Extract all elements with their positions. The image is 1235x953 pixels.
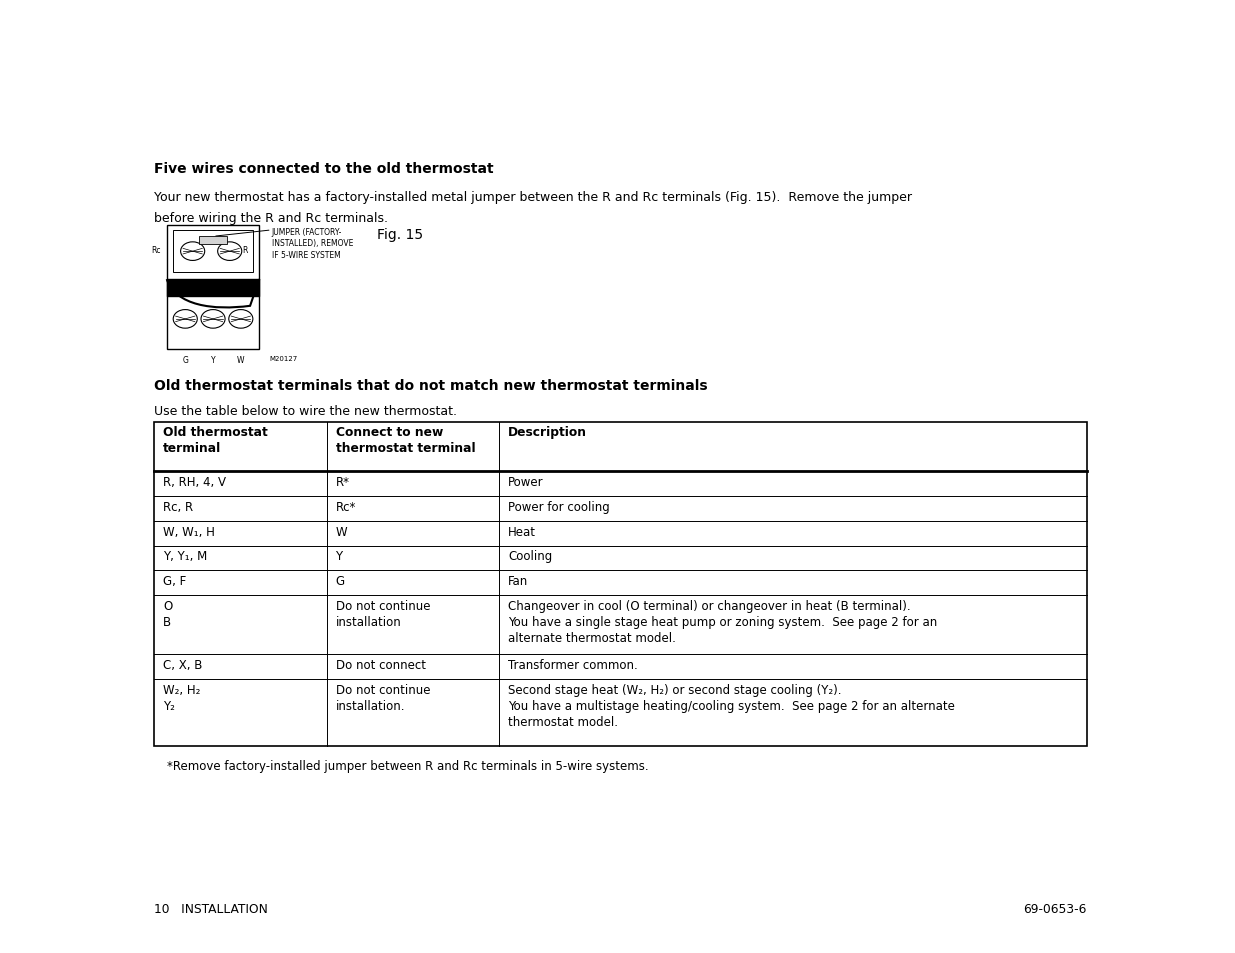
Text: Do not connect: Do not connect xyxy=(336,659,426,672)
Bar xyxy=(167,226,259,350)
Bar xyxy=(173,231,253,274)
Text: G, F: G, F xyxy=(163,575,186,588)
Text: Power for cooling: Power for cooling xyxy=(508,500,610,514)
Text: R: R xyxy=(242,246,248,254)
Text: Y, Y₁, M: Y, Y₁, M xyxy=(163,550,207,563)
Circle shape xyxy=(217,243,242,261)
Text: Fig. 15: Fig. 15 xyxy=(377,228,422,242)
Text: Transformer common.: Transformer common. xyxy=(508,659,637,672)
Text: O
B: O B xyxy=(163,599,172,628)
Text: Heat: Heat xyxy=(508,525,536,538)
Text: M20127: M20127 xyxy=(269,355,298,361)
Text: Old thermostat
terminal: Old thermostat terminal xyxy=(163,426,268,455)
Text: G: G xyxy=(336,575,345,588)
Bar xyxy=(199,237,227,245)
Text: Second stage heat (W₂, H₂) or second stage cooling (Y₂).
You have a multistage h: Second stage heat (W₂, H₂) or second sta… xyxy=(508,683,955,728)
Text: Five wires connected to the old thermostat: Five wires connected to the old thermost… xyxy=(154,162,494,176)
Text: Use the table below to wire the new thermostat.: Use the table below to wire the new ther… xyxy=(154,405,457,418)
Text: 10   INSTALLATION: 10 INSTALLATION xyxy=(154,902,268,916)
Text: Rc, R: Rc, R xyxy=(163,500,193,514)
Text: Rc*: Rc* xyxy=(336,500,356,514)
Circle shape xyxy=(228,311,253,329)
Text: Cooling: Cooling xyxy=(508,550,552,563)
Circle shape xyxy=(173,311,198,329)
Text: W₂, H₂
Y₂: W₂, H₂ Y₂ xyxy=(163,683,200,712)
Text: Rc: Rc xyxy=(151,246,161,254)
Circle shape xyxy=(180,243,205,261)
Text: 69-0653-6: 69-0653-6 xyxy=(1024,902,1087,916)
Text: Power: Power xyxy=(508,476,543,489)
Text: Old thermostat terminals that do not match new thermostat terminals: Old thermostat terminals that do not mat… xyxy=(154,378,708,393)
Text: Y: Y xyxy=(211,355,215,364)
Text: Changeover in cool (O terminal) or changeover in heat (B terminal).
You have a s: Changeover in cool (O terminal) or chang… xyxy=(508,599,937,644)
Text: Do not continue
installation: Do not continue installation xyxy=(336,599,430,628)
Text: W, W₁, H: W, W₁, H xyxy=(163,525,215,538)
Text: Do not continue
installation.: Do not continue installation. xyxy=(336,683,430,712)
Text: R*: R* xyxy=(336,476,350,489)
Text: Y: Y xyxy=(336,550,342,563)
Circle shape xyxy=(201,311,225,329)
Text: *Remove factory-installed jumper between R and Rc terminals in 5-wire systems.: *Remove factory-installed jumper between… xyxy=(167,760,648,773)
Text: before wiring the R and Rc terminals.: before wiring the R and Rc terminals. xyxy=(154,212,388,225)
Text: C, X, B: C, X, B xyxy=(163,659,203,672)
Text: G: G xyxy=(183,355,188,364)
Text: Description: Description xyxy=(508,426,587,439)
Text: R, RH, 4, V: R, RH, 4, V xyxy=(163,476,226,489)
Text: JUMPER (FACTORY-
INSTALLED), REMOVE
IF 5-WIRE SYSTEM: JUMPER (FACTORY- INSTALLED), REMOVE IF 5… xyxy=(272,228,353,259)
Text: W: W xyxy=(237,355,245,364)
Text: Your new thermostat has a factory-installed metal jumper between the R and Rc te: Your new thermostat has a factory-instal… xyxy=(154,191,913,204)
Text: Connect to new
thermostat terminal: Connect to new thermostat terminal xyxy=(336,426,475,455)
Text: W: W xyxy=(336,525,347,538)
Bar xyxy=(154,422,1087,746)
Text: Fan: Fan xyxy=(508,575,529,588)
